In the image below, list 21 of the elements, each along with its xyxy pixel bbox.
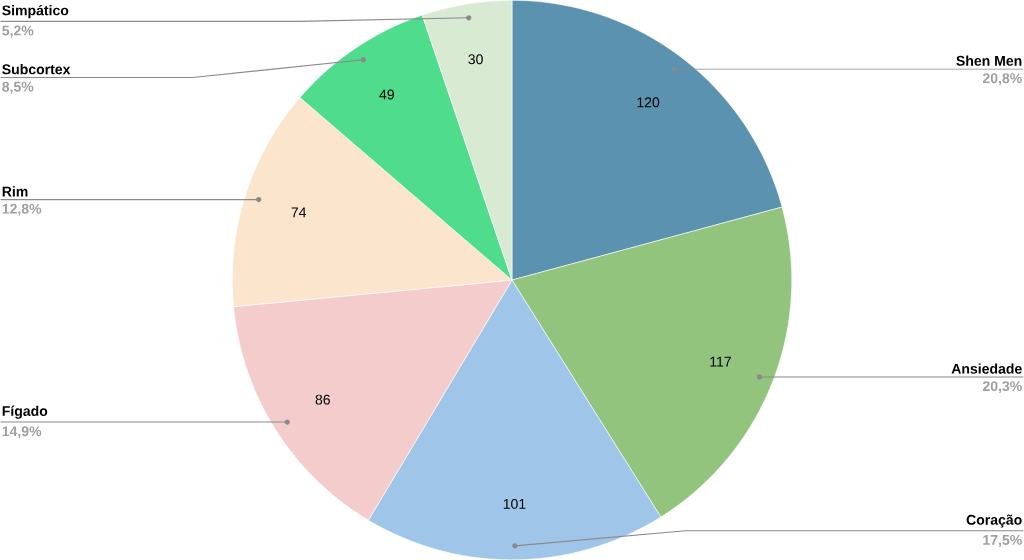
data-label: 74 [291, 207, 307, 218]
text: 5,2% [2, 25, 34, 38]
data-label: 120 [637, 97, 660, 108]
slice-label: Coração [966, 514, 1022, 528]
slice-label: Ansiedade [951, 363, 1022, 374]
text: 17,5% [983, 534, 1022, 547]
data-label: 49 [379, 89, 394, 100]
text: 14,9% [2, 426, 42, 439]
data-label: 30 [468, 54, 483, 65]
slice-label: Fígado [2, 405, 48, 419]
slice-label: Shen Men [956, 55, 1022, 66]
slice-label: Subcortex [2, 63, 71, 75]
text: 20,3% [982, 381, 1022, 394]
data-label: 86 [315, 394, 330, 405]
text: 20,8% [982, 73, 1022, 86]
text: 8,5% [2, 81, 34, 94]
data-label: 101 [503, 498, 526, 509]
slice-label: Rim [2, 186, 28, 197]
data-label: 117 [710, 356, 731, 367]
text: 12,8% [2, 203, 42, 216]
slice-label: Simpático [2, 4, 69, 19]
